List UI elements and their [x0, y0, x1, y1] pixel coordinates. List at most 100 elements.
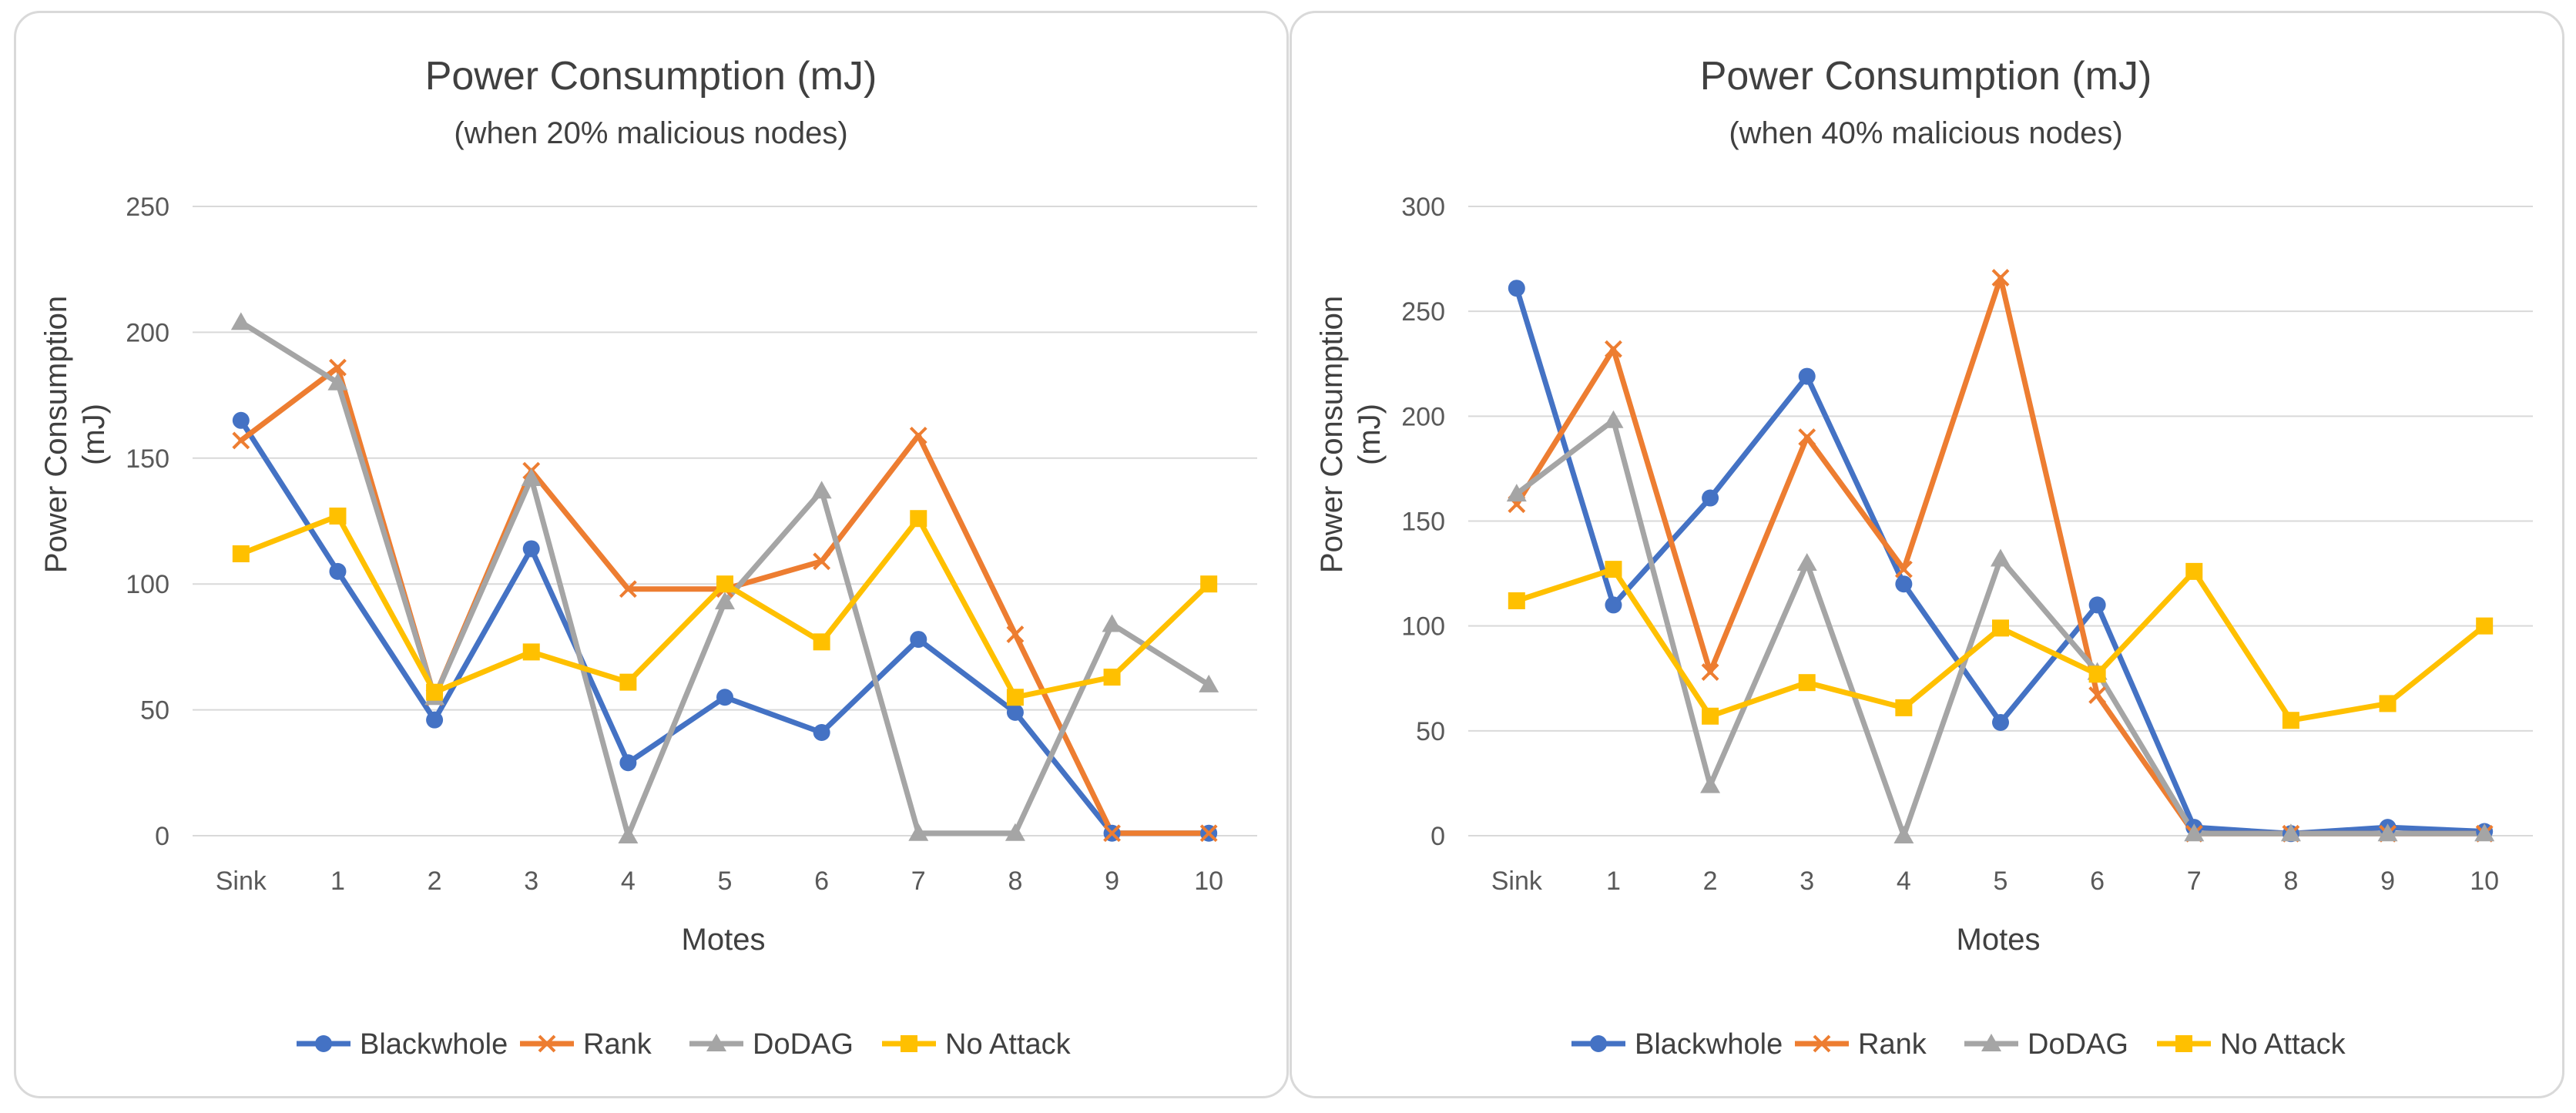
data-point — [2474, 823, 2495, 842]
data-point — [230, 312, 251, 330]
y-tick-label: 250 — [126, 193, 169, 222]
legend-label: No Attack — [945, 1028, 1072, 1061]
data-point — [232, 411, 250, 429]
legend-marker — [315, 1035, 332, 1052]
data-point — [910, 510, 927, 528]
legend-marker — [706, 1034, 726, 1051]
series-line-no-attack — [1514, 566, 2487, 723]
x-tick-label: 2 — [428, 867, 442, 896]
legend-marker — [2175, 1035, 2192, 1052]
data-point — [2476, 617, 2494, 635]
data-point — [521, 468, 542, 486]
chart-title: Power Consumption (mJ) — [425, 54, 877, 99]
x-tick-label: Sink — [216, 867, 267, 896]
chart-title: Power Consumption (mJ) — [1700, 54, 2152, 99]
data-point — [329, 562, 347, 580]
x-tick-label: 10 — [1194, 867, 1223, 896]
x-tick-label: 2 — [1703, 867, 1718, 896]
data-point — [1700, 775, 1721, 793]
x-tick-label: Sink — [1491, 867, 1543, 896]
data-point — [329, 507, 347, 525]
x-tick-label: 5 — [718, 867, 733, 896]
data-point — [327, 372, 348, 391]
data-point — [2379, 695, 2397, 712]
data-point — [426, 683, 444, 701]
y-tick-label: 50 — [140, 696, 169, 726]
y-tick-label: 0 — [1431, 822, 1445, 851]
data-point — [1702, 707, 1719, 725]
data-point — [1992, 713, 2009, 731]
data-point — [232, 431, 250, 450]
data-point — [813, 724, 830, 742]
series-line-blackwhole — [238, 417, 1212, 836]
y-tick-label: 0 — [155, 822, 169, 851]
x-tick-label: 10 — [2470, 867, 2499, 896]
data-point — [1508, 592, 1525, 609]
x-tick-label: 8 — [2283, 867, 2298, 896]
legend-label: DoDAG — [753, 1028, 854, 1061]
data-point — [910, 631, 927, 649]
x-tick-label: 4 — [1897, 867, 1911, 896]
chart-panel-40pct — [1290, 11, 2564, 1098]
data-point — [1603, 410, 1624, 428]
x-tick-label: 6 — [2090, 867, 2105, 896]
data-point — [1796, 552, 1817, 571]
data-point — [522, 540, 540, 558]
legend-label: Blackwhole — [360, 1028, 508, 1061]
y-axis-label-line1: Power Consumption — [1315, 296, 1349, 573]
data-point — [1199, 674, 1219, 692]
data-point — [908, 823, 929, 841]
data-point — [813, 633, 830, 651]
data-point — [329, 358, 347, 377]
data-point — [1895, 575, 1913, 593]
chart-40pct: 0 50 100 150 200 250 300 Sink 1 2 3 4 5 6 7 8 9 10 Blackwh… — [1401, 193, 2533, 1061]
data-point — [716, 689, 733, 706]
x-tick-label: 1 — [330, 867, 345, 896]
y-tick-label: 250 — [1401, 297, 1445, 327]
data-point — [716, 575, 733, 593]
data-point — [426, 711, 444, 729]
data-point — [618, 826, 639, 843]
x-tick-label: 7 — [2187, 867, 2202, 896]
x-tick-label: 3 — [1800, 867, 1814, 896]
legend-marker — [1590, 1035, 1607, 1052]
data-point — [1605, 596, 1622, 614]
data-point — [522, 643, 540, 661]
legend-marker — [538, 1034, 556, 1053]
y-tick-label: 200 — [126, 318, 169, 347]
data-point — [1893, 826, 1914, 843]
data-point — [2377, 823, 2398, 842]
data-point — [1991, 269, 2010, 287]
x-tick-label: 5 — [1994, 867, 2008, 896]
data-point — [1102, 614, 1122, 632]
x-tick-label: 4 — [621, 867, 636, 896]
chart-subtitle: (when 40% malicious nodes) — [1729, 116, 2122, 150]
data-point — [1508, 280, 1525, 297]
data-point — [1200, 575, 1218, 593]
data-point — [1894, 560, 1913, 578]
data-point — [2185, 562, 2203, 580]
data-point — [1992, 619, 2009, 637]
legend-marker — [1813, 1034, 1831, 1053]
data-point — [1006, 703, 1024, 721]
legend-label: Blackwhole — [1635, 1028, 1783, 1061]
data-point — [2088, 686, 2107, 704]
data-point — [1605, 561, 1622, 578]
y-axis-label-line2: (mJ) — [77, 404, 111, 465]
data-point — [1701, 663, 1719, 681]
data-point — [1605, 340, 1622, 358]
y-tick-label: 100 — [1401, 612, 1445, 642]
data-point — [619, 580, 637, 598]
y-tick-label: 100 — [126, 570, 169, 599]
data-point — [1103, 824, 1121, 843]
legend-label: No Attack — [2220, 1028, 2346, 1061]
data-point — [1006, 689, 1024, 706]
y-tick-label: 150 — [1401, 508, 1445, 537]
y-tick-label: 150 — [126, 444, 169, 474]
data-point — [715, 592, 735, 610]
data-point — [1199, 824, 1218, 843]
y-tick-label: 50 — [1416, 717, 1445, 746]
legend-label: DoDAG — [2028, 1028, 2128, 1061]
y-axis-label-line2: (mJ) — [1353, 404, 1387, 465]
